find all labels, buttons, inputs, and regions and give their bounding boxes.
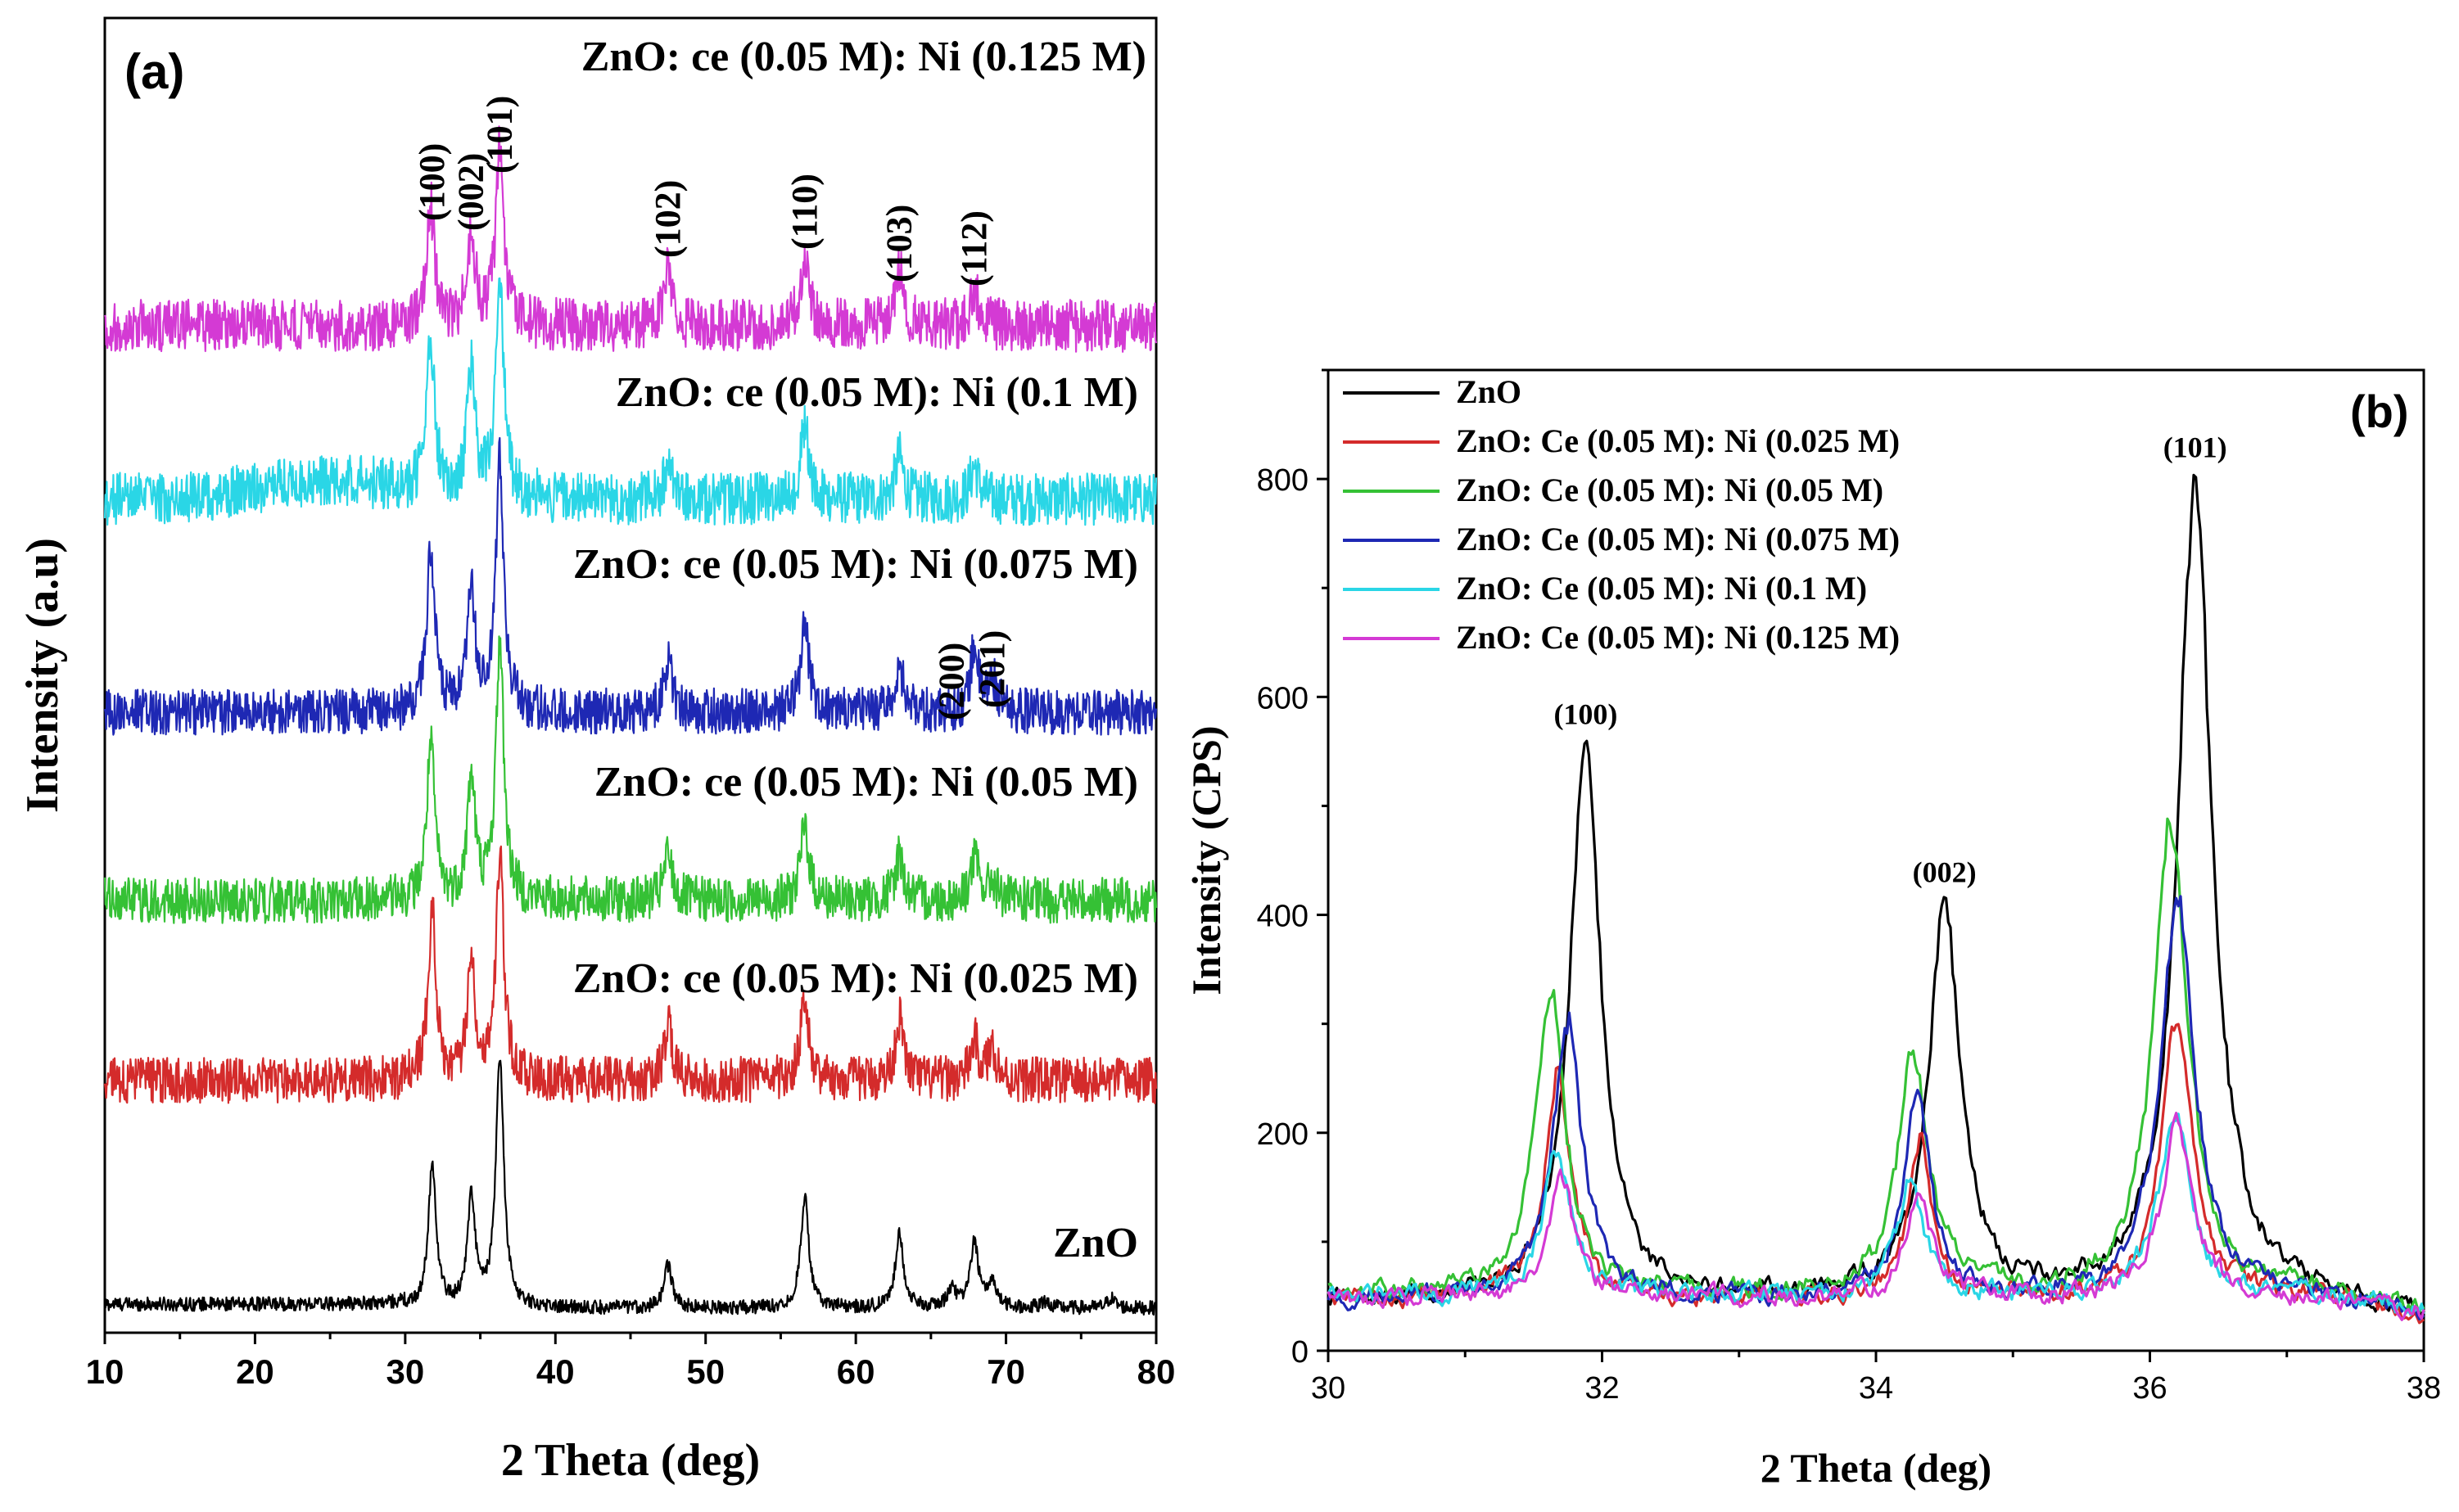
panel-a-trace-2 xyxy=(103,635,1158,924)
panel-b-trace-2 xyxy=(1327,817,2425,1314)
panel-a-peak-label-0: (100) xyxy=(412,143,452,221)
panel-a-peak-label-2: (101) xyxy=(479,96,519,174)
panel-b: 0 200 400 600 800 30 32 34 36 38 (100) (002) (101) Zn… xyxy=(1183,368,2441,1491)
panel-b-ytick-label-0: 0 xyxy=(1291,1335,1309,1370)
panel-a-title: (a) xyxy=(124,44,184,99)
panel-b-xtick-label-3: 36 xyxy=(2132,1371,2167,1406)
panel-a-trace-label-4: ZnO: ce (0.05 M): Ni (0.1 M) xyxy=(616,369,1138,416)
panel-b-peak-label-2: (101) xyxy=(2163,431,2227,463)
panel-b-legend-label-3: ZnO: Ce (0.05 M): Ni (0.075 M) xyxy=(1456,521,1900,557)
panel-a-peak-label-4: (110) xyxy=(784,174,825,250)
panel-a-trace-label-5: ZnO: ce (0.05 M): Ni (0.125 M) xyxy=(581,34,1146,80)
panel-b-peak-label-1: (002) xyxy=(1913,856,1977,889)
panel-b-ylabel: Intensity (CPS) xyxy=(1183,725,1229,995)
panel-a-trace-0 xyxy=(103,1059,1158,1316)
panel-a-trace-label-2: ZnO: ce (0.05 M): Ni (0.05 M) xyxy=(594,759,1138,806)
panel-a-xtick-label-0: 10 xyxy=(86,1352,124,1391)
panel-a-xtick-label-2: 30 xyxy=(386,1352,424,1391)
panel-a-trace-label-1: ZnO: ce (0.05 M): Ni (0.025 M) xyxy=(573,955,1138,1002)
panel-a-xtick-label-3: 40 xyxy=(536,1352,575,1391)
panel-b-frame xyxy=(1327,368,2425,1352)
panel-b-xtick-label-4: 38 xyxy=(2407,1371,2441,1406)
panel-a-xtick-label-5: 60 xyxy=(837,1352,875,1391)
panel-b-ytick-label-4: 800 xyxy=(1257,463,1309,498)
panel-b-legend-label-0: ZnO xyxy=(1456,373,1521,410)
panel-a-xtick-label-1: 20 xyxy=(236,1352,274,1391)
panel-a-trace-1 xyxy=(103,845,1158,1104)
panel-b-legend-label-4: ZnO: Ce (0.05 M): Ni (0.1 M) xyxy=(1456,570,1867,607)
panel-a-xtick-label-4: 50 xyxy=(686,1352,725,1391)
panel-b-legend-label-1: ZnO: Ce (0.05 M): Ni (0.025 M) xyxy=(1456,422,1900,459)
panel-a-peak-label-5: (103) xyxy=(879,205,919,282)
panel-b-peak-label-0: (100) xyxy=(1553,698,1617,731)
panel-a-trace-3 xyxy=(103,436,1158,736)
panel-b-legend-label-5: ZnO: Ce (0.05 M): Ni (0.125 M) xyxy=(1456,619,1900,656)
panel-b-ytick-label-1: 200 xyxy=(1257,1117,1309,1152)
panel-a-xtick-label-7: 80 xyxy=(1137,1352,1176,1391)
panel-b-xtick-label-1: 32 xyxy=(1584,1371,1619,1406)
panel-a-xlabel: 2 Theta (deg) xyxy=(501,1435,760,1486)
panel-b-xtick-label-0: 30 xyxy=(1311,1371,1345,1406)
panel-a-peak-label-6: (112) xyxy=(954,210,994,287)
panel-b-ytick-label-2: 400 xyxy=(1257,900,1309,934)
panel-a-xtick-label-6: 70 xyxy=(987,1352,1025,1391)
panel-a-trace-label-3: ZnO: ce (0.05 M): Ni (0.075 M) xyxy=(573,541,1138,588)
panel-a-peak-label-7: (200) xyxy=(932,643,972,720)
panel-b-legend-label-2: ZnO: Ce (0.05 M): Ni (0.05 M) xyxy=(1456,472,1883,508)
panel-a-peak-label-3: (102) xyxy=(648,180,688,258)
panel-a-peak-label-1: (002) xyxy=(451,153,491,231)
panel-b-trace-5 xyxy=(1327,1112,2425,1321)
panel-a-peak-label-8: (201) xyxy=(972,630,1012,708)
panel-a-trace-5 xyxy=(103,125,1158,353)
panel-b-ytick-label-3: 600 xyxy=(1257,681,1309,715)
panel-a-trace-4 xyxy=(103,277,1158,526)
panel-b-trace-3 xyxy=(1327,895,2425,1321)
panel-b-title: (b) xyxy=(2350,386,2409,437)
panel-a-ylabel: Intensity (a.u) xyxy=(17,538,68,813)
panel-a: ZnO ZnO: ce (0.05 M): Ni (0.025 M) ZnO: ce… xyxy=(17,16,1176,1486)
panel-b-xlabel: 2 Theta (deg) xyxy=(1761,1445,1991,1491)
panel-b-xtick-label-2: 34 xyxy=(1859,1371,1893,1406)
panel-a-trace-label-0: ZnO xyxy=(1053,1220,1138,1266)
